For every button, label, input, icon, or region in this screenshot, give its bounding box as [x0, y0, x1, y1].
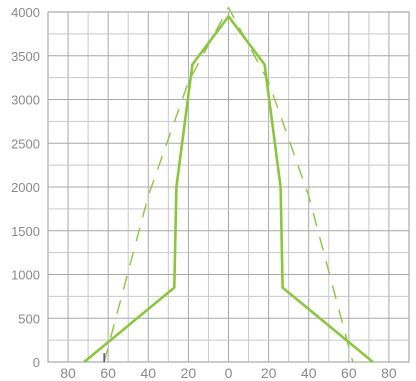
- x-axis-ticks: 80 60 40 20 0 20 40 60 80: [60, 365, 397, 381]
- x-tick-label: 60: [100, 365, 116, 381]
- y-tick-label: 1500: [11, 224, 40, 239]
- x-tick-label: 20: [181, 365, 197, 381]
- x-tick-label: 80: [60, 365, 76, 381]
- y-tick-label: 500: [18, 311, 40, 326]
- y-tick-label: 3500: [11, 49, 40, 64]
- y-tick-label: 4000: [11, 5, 40, 20]
- grid: [47, 11, 410, 363]
- series-solid-line: [83, 15, 374, 364]
- series-group: [83, 6, 374, 364]
- x-tick-label: 60: [341, 365, 357, 381]
- y-tick-label: 3000: [11, 93, 40, 108]
- x-tick-label: 80: [381, 365, 397, 381]
- y-axis-ticks: 0 500 1000 1500 2000 2500 3000 3500 4000: [11, 5, 40, 370]
- y-tick-label: 1000: [11, 268, 40, 283]
- x-tick-label: 40: [301, 365, 317, 381]
- series-dashed-line: [103, 6, 354, 363]
- x-tick-label: 40: [140, 365, 156, 381]
- y-tick-label: 2500: [11, 136, 40, 151]
- x-tick-label: 20: [261, 365, 277, 381]
- x-tick-label: 0: [225, 365, 233, 381]
- y-tick-label: 2000: [11, 180, 40, 195]
- y-tick-label: 0: [33, 355, 40, 370]
